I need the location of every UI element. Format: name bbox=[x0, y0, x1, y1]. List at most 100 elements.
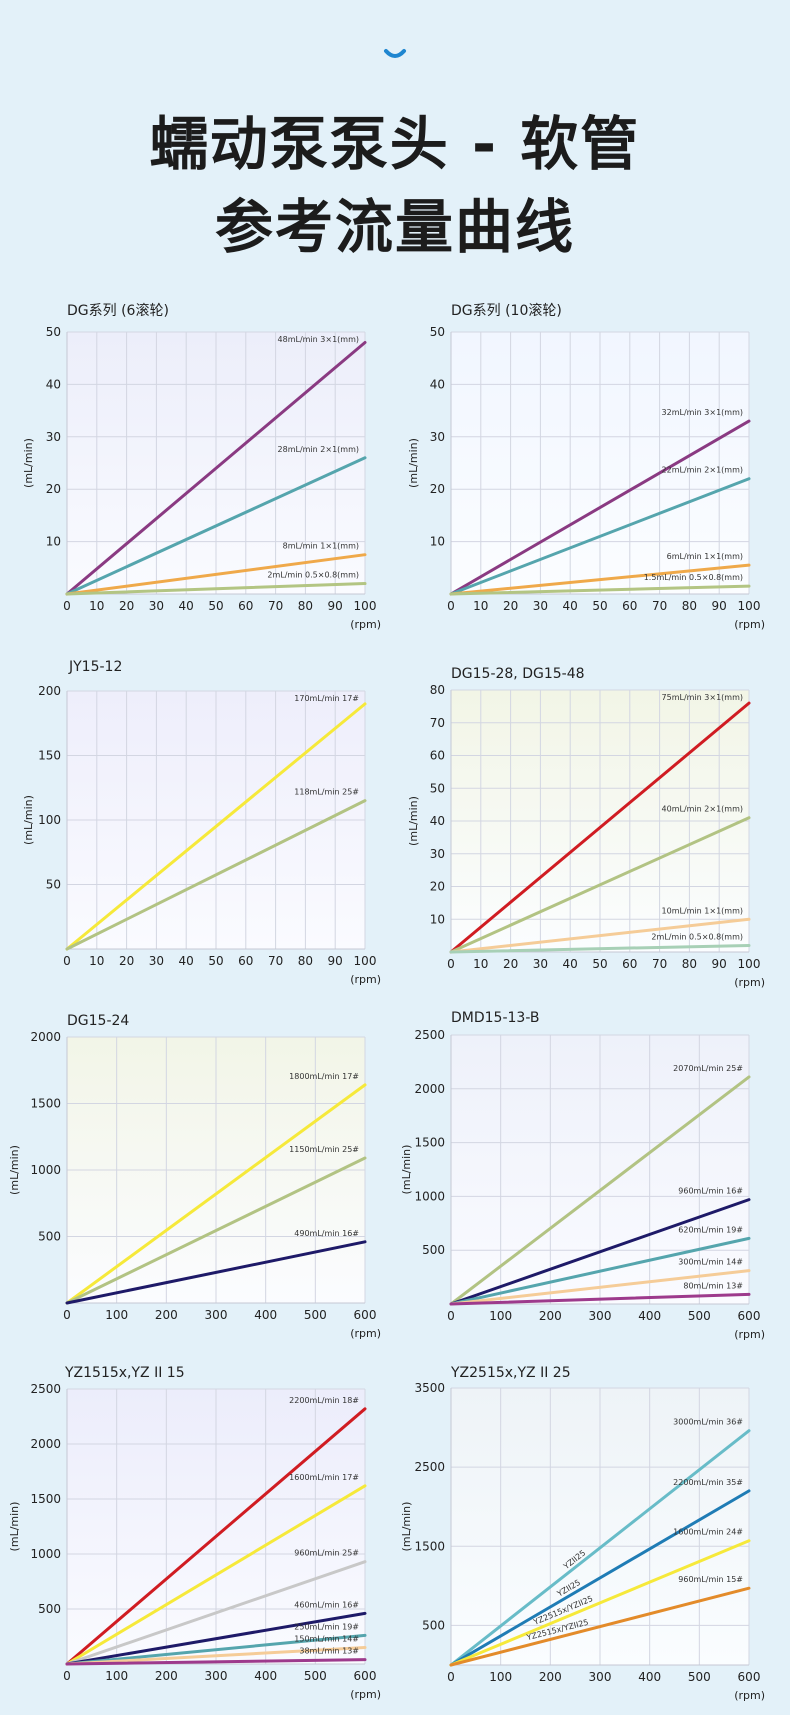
chart-title: YZ2515x,YZ II 25 bbox=[451, 1365, 571, 1381]
x-tick-label: 100 bbox=[489, 1309, 512, 1323]
x-tick-label: 10 bbox=[473, 957, 488, 971]
series-line bbox=[449, 943, 751, 954]
chart-dg-10-roller: 0 10 20 30 40 50 60 70 80 90 100 10 20 30 40 50 (rpm) (mL… bbox=[407, 325, 765, 631]
chart-dmd15-13-b: 0 100 200 300 400 500 600 500 1000 1500 2000 2500 (r… bbox=[400, 1028, 765, 1341]
series-line bbox=[65, 340, 367, 596]
y-tick-label: 70 bbox=[430, 716, 445, 730]
x-tick-label: 0 bbox=[63, 954, 71, 968]
y-tick-label: 10 bbox=[430, 912, 445, 926]
x-tick-label: 200 bbox=[539, 1670, 562, 1684]
x-tick-label: 60 bbox=[238, 599, 253, 613]
chart-panel-jy15-12: 0 10 20 30 40 50 60 70 80 90 100 50 100 150 200 (rpm) (m… bbox=[0, 659, 395, 1009]
series-label: 32mL/min 3×1(mm) bbox=[662, 408, 743, 417]
y-tick-label: 50 bbox=[46, 325, 61, 339]
series-label: 22mL/min 2×1(mm) bbox=[662, 466, 743, 475]
chart-title: YZ1515x,YZ II 15 bbox=[65, 1365, 185, 1381]
x-axis-label: (rpm) bbox=[734, 1689, 765, 1702]
y-axis-label: (mL/min) bbox=[22, 795, 35, 845]
series-label: 300mL/min 14# bbox=[678, 1258, 743, 1267]
chart-title: DG系列 (6滚轮) bbox=[67, 303, 169, 319]
y-tick-label: 2500 bbox=[30, 1382, 61, 1396]
series-label: 10mL/min 1×1(mm) bbox=[662, 906, 743, 915]
series-line bbox=[65, 582, 367, 596]
x-tick-label: 0 bbox=[63, 1308, 71, 1322]
y-tick-label: 10 bbox=[430, 535, 445, 549]
x-tick-label: 60 bbox=[622, 957, 637, 971]
x-tick-label: 30 bbox=[533, 599, 548, 613]
series-label: 2200mL/min 18# bbox=[289, 1396, 359, 1405]
series-label: 1600mL/min 17# bbox=[289, 1473, 359, 1482]
chart-yz2515: 0 100 200 300 400 500 600 500 1500 2500 3500 (rpm) (… bbox=[400, 1381, 765, 1702]
series-line bbox=[65, 1658, 367, 1666]
series-label: 620mL/min 19# bbox=[678, 1225, 743, 1234]
x-tick-label: 100 bbox=[738, 957, 761, 971]
smile-icon bbox=[384, 49, 406, 58]
x-tick-label: 10 bbox=[473, 599, 488, 613]
y-tick-label: 1500 bbox=[30, 1492, 61, 1506]
chart-panel-dg-10-roller: 0 10 20 30 40 50 60 70 80 90 100 10 20 30 40 50 (rpm) (mL… bbox=[395, 300, 790, 650]
x-tick-label: 300 bbox=[205, 1308, 228, 1322]
series-line bbox=[449, 1429, 751, 1667]
chart-panel-yz1515: 0 100 200 300 400 500 600 500 1000 1500 2000 2500 (r… bbox=[0, 1365, 395, 1715]
x-tick-label: 40 bbox=[179, 599, 194, 613]
series-line bbox=[449, 816, 751, 954]
x-tick-label: 100 bbox=[105, 1669, 128, 1683]
series-line bbox=[65, 1484, 367, 1666]
series-line bbox=[449, 1539, 751, 1667]
x-tick-label: 100 bbox=[354, 954, 377, 968]
y-tick-label: 1500 bbox=[414, 1136, 445, 1150]
series-line bbox=[65, 702, 367, 951]
y-tick-label: 30 bbox=[430, 430, 445, 444]
y-tick-label: 150 bbox=[38, 749, 61, 763]
x-tick-label: 600 bbox=[738, 1309, 761, 1323]
x-tick-label: 30 bbox=[149, 954, 164, 968]
y-axis-label: (mL/min) bbox=[8, 1145, 21, 1195]
x-axis-label: (rpm) bbox=[734, 976, 765, 989]
x-tick-label: 90 bbox=[712, 957, 727, 971]
series-label: 75mL/min 3×1(mm) bbox=[662, 693, 743, 702]
page-header: 蠕动泵泵头 - 软管 参考流量曲线 bbox=[0, 0, 790, 261]
y-tick-label: 3500 bbox=[414, 1381, 445, 1395]
y-tick-label: 500 bbox=[38, 1602, 61, 1616]
x-tick-label: 40 bbox=[563, 957, 578, 971]
x-tick-label: 80 bbox=[682, 957, 697, 971]
series-line bbox=[449, 1586, 751, 1667]
y-tick-label: 40 bbox=[430, 377, 445, 391]
x-tick-label: 70 bbox=[268, 599, 283, 613]
x-tick-label: 90 bbox=[712, 599, 727, 613]
chart-title: DG系列 (10滚轮) bbox=[451, 303, 562, 319]
x-tick-label: 80 bbox=[682, 599, 697, 613]
x-tick-label: 20 bbox=[503, 957, 518, 971]
y-tick-label: 2000 bbox=[414, 1082, 445, 1096]
page-title-line-2: 参考流量曲线 bbox=[214, 193, 575, 261]
x-tick-label: 100 bbox=[354, 599, 377, 613]
y-tick-label: 2000 bbox=[30, 1437, 61, 1451]
chart-panel-yz2515: 0 100 200 300 400 500 600 500 1500 2500 3500 (rpm) (… bbox=[395, 1365, 790, 1715]
x-tick-label: 20 bbox=[503, 599, 518, 613]
x-tick-label: 30 bbox=[149, 599, 164, 613]
chart-panel-dmd15-13-b: 0 100 200 300 400 500 600 500 1000 1500 2000 2500 (r… bbox=[395, 1010, 790, 1360]
series-line bbox=[449, 1198, 751, 1306]
y-tick-label: 50 bbox=[430, 325, 445, 339]
series-label: 40mL/min 2×1(mm) bbox=[662, 805, 743, 814]
series-label: 150mL/min 14# bbox=[294, 1635, 359, 1644]
x-tick-label: 500 bbox=[304, 1669, 327, 1683]
x-tick-label: 500 bbox=[688, 1670, 711, 1684]
x-tick-label: 0 bbox=[447, 599, 455, 613]
series-label: 960mL/min 16# bbox=[678, 1187, 743, 1196]
chart-panel-dg15-28: 0 10 20 30 40 50 60 70 80 90 100 10 20 30 40 50 60 70 80 (r… bbox=[395, 666, 790, 1016]
x-tick-label: 0 bbox=[63, 1669, 71, 1683]
y-tick-label: 50 bbox=[430, 781, 445, 795]
y-tick-label: 2000 bbox=[30, 1030, 61, 1044]
y-tick-label: 40 bbox=[430, 814, 445, 828]
series-line bbox=[449, 1292, 751, 1306]
series-label: 118mL/min 25# bbox=[294, 788, 359, 797]
chart-jy15-12: 0 10 20 30 40 50 60 70 80 90 100 50 100 150 200 (rpm) (m… bbox=[22, 684, 381, 986]
x-tick-label: 600 bbox=[354, 1308, 377, 1322]
series-label: 1600mL/min 24# bbox=[673, 1528, 743, 1537]
y-tick-label: 1000 bbox=[414, 1189, 445, 1203]
y-tick-label: 500 bbox=[422, 1618, 445, 1632]
series-label: 490mL/min 16# bbox=[294, 1229, 359, 1238]
page-title-line-1: 蠕动泵泵头 - 软管 bbox=[149, 110, 641, 178]
series-label: 1.5mL/min 0.5×0.8(mm) bbox=[644, 573, 743, 582]
